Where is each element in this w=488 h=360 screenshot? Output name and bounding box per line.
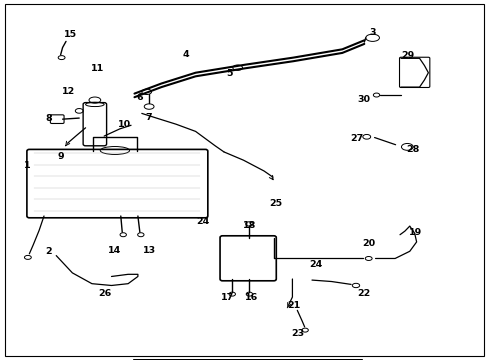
Text: 23: 23 — [291, 328, 304, 338]
Text: 17: 17 — [220, 292, 234, 302]
Text: 4: 4 — [182, 50, 189, 59]
Text: 26: 26 — [98, 289, 112, 298]
Text: 21: 21 — [286, 302, 300, 310]
Text: 22: 22 — [357, 289, 370, 298]
Text: 8: 8 — [45, 114, 52, 123]
Text: 12: 12 — [61, 87, 75, 96]
Text: 18: 18 — [242, 220, 256, 230]
Text: 6: 6 — [136, 93, 142, 102]
Text: 27: 27 — [349, 134, 363, 143]
Text: 5: 5 — [226, 69, 233, 78]
Text: 1: 1 — [23, 161, 30, 170]
Text: 15: 15 — [64, 30, 77, 39]
Text: 29: 29 — [401, 51, 414, 60]
Text: 14: 14 — [108, 246, 122, 255]
Text: 30: 30 — [357, 95, 370, 104]
Text: 25: 25 — [269, 199, 282, 208]
Text: 2: 2 — [45, 248, 52, 256]
Text: 20: 20 — [362, 239, 375, 248]
Text: 19: 19 — [408, 228, 422, 237]
Text: 13: 13 — [142, 246, 155, 255]
Text: 7: 7 — [145, 112, 152, 122]
Text: 11: 11 — [91, 64, 104, 73]
Text: 24: 24 — [196, 217, 209, 226]
Text: 9: 9 — [58, 152, 64, 161]
Text: 3: 3 — [368, 28, 375, 37]
Text: 10: 10 — [118, 120, 131, 129]
Text: 24: 24 — [308, 260, 322, 269]
Text: 16: 16 — [244, 292, 258, 302]
Text: 28: 28 — [406, 145, 419, 154]
